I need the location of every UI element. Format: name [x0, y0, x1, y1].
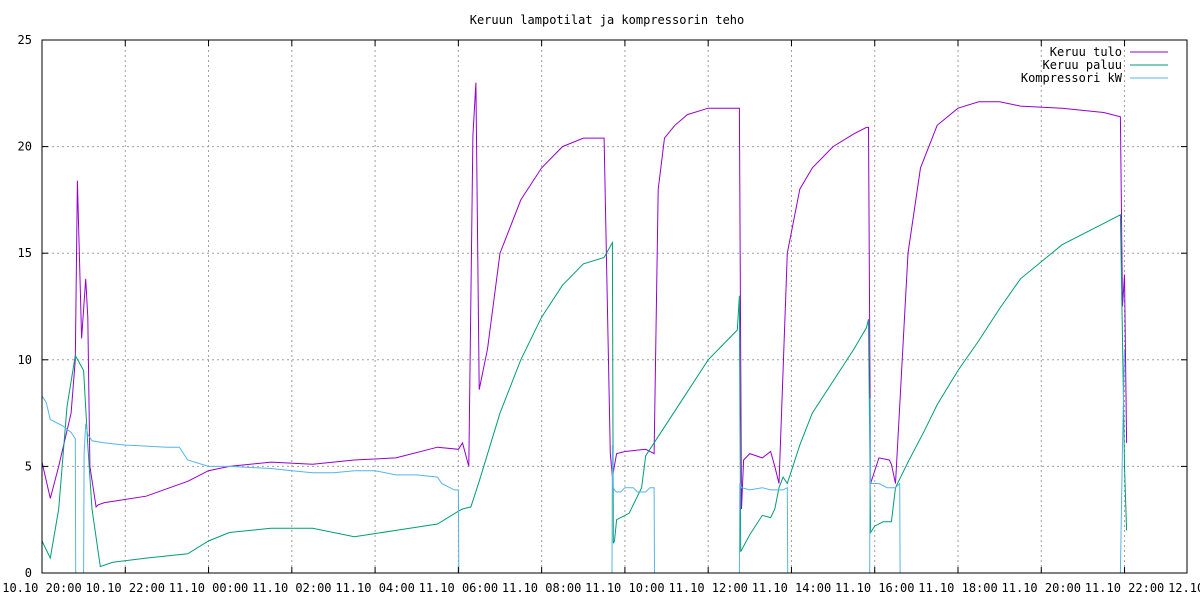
- series-line-2: [41, 213, 1128, 568]
- x-tick-label: 11.10 12:00: [668, 581, 747, 595]
- x-tick-label: 11.10 18:00: [918, 581, 997, 595]
- legend-label-1: Keruu tulo: [1050, 45, 1122, 59]
- y-axis: 0 5 10 15 20 25: [18, 33, 1187, 580]
- x-tick-label: 10.10 20:00: [2, 581, 81, 595]
- chart-title: Keruun lampotilat ja kompressorin teho: [470, 13, 745, 27]
- legend-label-3: Kompressori kW: [1021, 71, 1123, 85]
- x-tick-label: 11.10 16:00: [835, 581, 914, 595]
- y-tick-label: 10: [18, 353, 32, 367]
- x-tick-label: 11.10 04:00: [335, 581, 414, 595]
- x-tick-label: 11.10 20:00: [1002, 581, 1081, 595]
- y-tick-label: 5: [25, 459, 32, 473]
- x-tick-label: 11.10 08:00: [502, 581, 581, 595]
- x-tick-label: 11.10 06:00: [419, 581, 498, 595]
- y-tick-label: 20: [18, 140, 32, 154]
- series-line-3: [41, 349, 1125, 574]
- y-tick-label: 15: [18, 246, 32, 260]
- plot-frame: [41, 39, 1188, 574]
- y-tick-label: 25: [18, 33, 32, 47]
- series-layer: [41, 82, 1128, 574]
- x-tick-label: 11.10 02:00: [252, 581, 331, 595]
- x-tick-label: 11.10 00:00: [169, 581, 248, 595]
- x-tick-label: 10.10 22:00: [86, 581, 165, 595]
- x-tick-label: 11.10 22:00: [1085, 581, 1164, 595]
- y-tick-label: 0: [25, 566, 32, 580]
- x-tick-label: 11.10 14:00: [752, 581, 831, 595]
- x-tick-label: 12.10 00:00: [1168, 581, 1200, 595]
- legend-label-2: Keruu paluu: [1043, 58, 1122, 72]
- x-tick-label: 11.10 10:00: [585, 581, 664, 595]
- x-axis: 10.10 20:00 10.10 22:00 11.10 00:00 11.10 0…: [2, 40, 1200, 595]
- series-line-1: [41, 82, 1128, 510]
